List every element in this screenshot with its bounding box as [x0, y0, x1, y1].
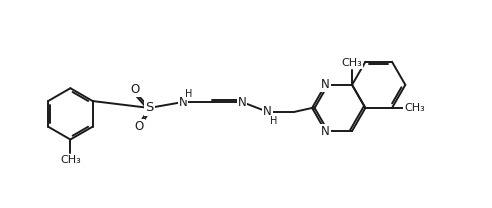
- Text: CH₃: CH₃: [341, 58, 363, 68]
- Text: N: N: [321, 125, 330, 137]
- Text: CH₃: CH₃: [60, 155, 81, 165]
- Text: CH₃: CH₃: [404, 103, 425, 113]
- Text: S: S: [145, 102, 154, 114]
- Text: O: O: [131, 83, 140, 96]
- Text: O: O: [135, 120, 144, 133]
- Text: N: N: [263, 105, 272, 118]
- Text: N: N: [179, 95, 187, 109]
- Text: N: N: [321, 78, 330, 91]
- Text: H: H: [185, 89, 192, 99]
- Text: N: N: [238, 95, 246, 109]
- Text: H: H: [270, 116, 277, 126]
